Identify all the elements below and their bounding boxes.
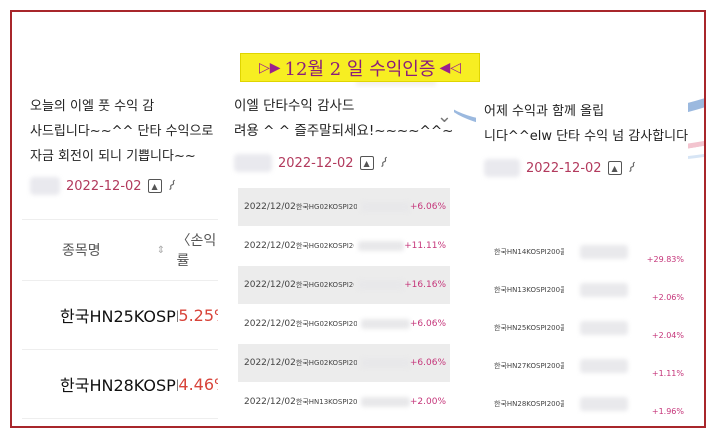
trade-date: 2022/12/02: [244, 319, 296, 329]
trade-date: 2022/12/02: [244, 358, 296, 368]
review-line: 려용 ^ ^ 즐주말되세요!~~~~^^~!!: [234, 123, 454, 139]
stock-name: 한국HG02KOSPI200풋: [295, 281, 354, 289]
image-icon[interactable]: ▲: [607, 161, 622, 175]
table-row: 한국HN28KOSPI200콜 +1.96%: [494, 385, 688, 423]
profit-rate: +1.11%: [651, 369, 684, 378]
stock-name: 한국HN25KOSPI200콜: [494, 324, 564, 332]
stock-name: 한국HN28KOSPI200콜: [494, 400, 564, 408]
blurred-cell: [580, 245, 628, 259]
stock-name: 한국HG02KOSPI200풋: [295, 320, 357, 328]
paperclip-icon[interactable]: ⌇: [376, 154, 390, 172]
stock-name: 한국HN27KOSPI200콜: [494, 362, 564, 370]
table-row: 2022/12/02 한국HG02KOSPI200풋 +6.06%: [238, 305, 450, 344]
table-row: 한국HN25KOSPI 5.25%: [22, 281, 218, 350]
blurred-cell: [360, 319, 410, 329]
review-text: 어제 수익과 함께 올립 니다^^elw 단타 수익 넘 감사합니다^^: [476, 93, 688, 149]
table-row: 한국HN14KOSPI200콜 +29.83%: [494, 233, 688, 271]
column-header-name: 종목명: [62, 243, 101, 259]
review-text: 이엘 단타수익 감사드 려용 ^ ^ 즐주말되세요!~~~~^^~!!: [226, 88, 454, 144]
chevron-down-icon[interactable]: ⌄: [436, 106, 452, 127]
post-date: 2022-12-02: [66, 178, 142, 194]
blurred-cell: [580, 321, 628, 335]
review-line: 사드립니다~~^^ 단타 수익으로 빠르게 ,: [30, 124, 218, 139]
page-title: 12월 2 일 수익인증: [284, 58, 436, 80]
stock-name: 한국HG02KOSPI200풋: [295, 359, 357, 367]
table-row: 한국HN28KOSPI 4.46%: [22, 350, 218, 419]
table-row: 한국HN25KOSPI200콜 +2.04%: [494, 309, 688, 347]
review-line: 어제 수익과 함께 올립: [484, 104, 605, 119]
stock-name: 한국HN13KOSPI200콜: [494, 286, 564, 294]
profit-rate: 4.46%: [178, 374, 218, 394]
trade-date: 2022/12/02: [244, 202, 296, 212]
stock-name: 한국HN25KOSPI: [60, 307, 179, 326]
review-text: 오늘의 이엘 풋 수익 감 사드립니다~~^^ 단타 수익으로 빠르게 , 자금…: [22, 88, 218, 169]
table-row: 2022/12/02 한국HG02KOSPI200풋 +6.06%: [238, 344, 450, 383]
table-header: 종목명 ⇕ 〈손익률: [22, 219, 218, 281]
trade-date: 2022/12/02: [244, 280, 296, 290]
left-arrow-marks: ▷▶: [259, 59, 281, 76]
profit-rate: +1.96%: [651, 407, 684, 416]
blurred-cell: [580, 397, 628, 411]
blurred-cell: [357, 241, 405, 251]
review-line: 자금 회전이 되니 기쁩니다~~: [30, 149, 196, 164]
profit-rate: +2.00%: [409, 397, 446, 407]
profit-rate: +29.83%: [646, 255, 684, 264]
blurred-cell: [580, 359, 628, 373]
blurred-cell: [360, 358, 410, 368]
profit-rate: +11.11%: [404, 241, 446, 251]
post-meta: 2022-12-02 ▲ ⌇: [22, 177, 218, 195]
table-row: 2022/12/02 한국HG02KOSPI200풋 +6.06%: [238, 188, 450, 227]
review-line: 오늘의 이엘 풋 수익 감: [30, 99, 155, 114]
page-title-banner: ▷▶ 12월 2 일 수익인증 ◀◁: [240, 53, 480, 82]
image-icon[interactable]: ▲: [147, 179, 162, 193]
paperclip-icon[interactable]: ⌇: [624, 159, 638, 177]
trade-history-list: 2022/12/02 한국HG02KOSPI200풋 +6.06% 2022/1…: [238, 188, 450, 422]
review-line: 니다^^elw 단타 수익 넘 감사합니다^^: [484, 129, 688, 144]
table-row: 한국HN27KOSPI200콜 +1.11%: [494, 347, 688, 385]
profit-rate: +6.06%: [409, 319, 446, 329]
right-arrow-marks: ◀◁: [439, 59, 461, 76]
profit-rate: 5.25%: [178, 305, 218, 325]
stock-name: 한국HN14KOSPI200콜: [494, 248, 564, 256]
post-meta: 2022-12-02 ▲ ⌇: [226, 154, 454, 172]
stock-name: 한국HG02KOSPI200풋: [295, 203, 357, 211]
trade-date: 2022/12/02: [244, 397, 296, 407]
trade-history-list: 한국HN14KOSPI200콜 +29.83% 한국HN13KOSPI200콜 …: [494, 233, 688, 423]
column-header-pnl[interactable]: 〈손익률: [176, 233, 217, 269]
blurred-cell: [357, 280, 405, 290]
blurred-cell: [360, 397, 410, 407]
paperclip-icon[interactable]: ⌇: [164, 177, 178, 195]
review-card-3: 어제 수익과 함께 올립 니다^^elw 단타 수익 넘 감사합니다^^ 202…: [476, 93, 688, 423]
profit-rate: +16.16%: [404, 280, 446, 290]
profit-rate: +2.06%: [651, 293, 684, 302]
sort-icon[interactable]: ⇕: [156, 244, 166, 256]
review-line: 이엘 단타수익 감사드: [234, 98, 355, 114]
blurred-author: [30, 177, 60, 195]
review-card-1: 오늘의 이엘 풋 수익 감 사드립니다~~^^ 단타 수익으로 빠르게 , 자금…: [22, 88, 218, 419]
blurred-cell: [360, 202, 410, 212]
blurred-author: [484, 159, 520, 177]
table-row: 한국HN13KOSPI200콜 +2.06%: [494, 271, 688, 309]
post-date: 2022-12-02: [526, 160, 602, 176]
stock-name: 한국HG02KOSPI200풋: [295, 242, 354, 250]
post-date: 2022-12-02: [278, 155, 354, 171]
profit-rate: +2.04%: [651, 331, 684, 340]
table-row: 2022/12/02 한국HN13KOSPI200콜 +2.00%: [238, 383, 450, 422]
stock-name: 한국HN13KOSPI200콜: [295, 398, 357, 406]
review-card-2: 이엘 단타수익 감사드 려용 ^ ^ 즐주말되세요!~~~~^^~!! ⌄ 20…: [226, 88, 454, 422]
trade-date: 2022/12/02: [244, 241, 296, 251]
stock-name: 한국HN28KOSPI: [60, 376, 179, 395]
post-meta: 2022-12-02 ▲ ⌇: [476, 159, 688, 177]
table-row: 2022/12/02 한국HG02KOSPI200풋 +16.16%: [238, 266, 450, 305]
blurred-cell: [580, 283, 628, 297]
table-row: 2022/12/02 한국HG02KOSPI200풋 +11.11%: [238, 227, 450, 266]
profit-rate: +6.06%: [409, 358, 446, 368]
image-icon[interactable]: ▲: [359, 156, 374, 170]
profit-rate: +6.06%: [409, 202, 446, 212]
blurred-author: [234, 154, 272, 172]
